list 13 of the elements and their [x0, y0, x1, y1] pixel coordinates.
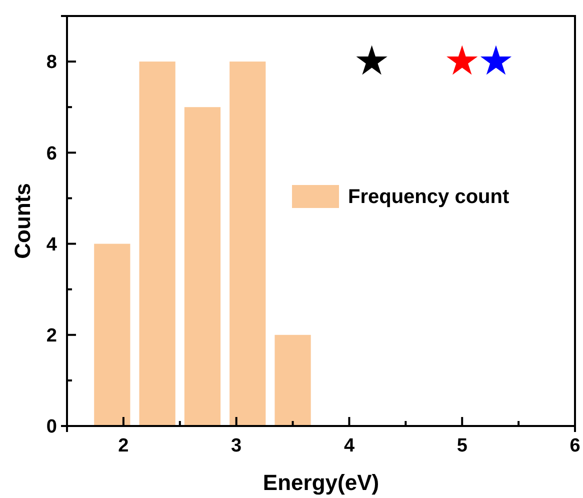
y-tick-label: 8 — [46, 52, 57, 74]
x-tick-label: 2 — [118, 435, 129, 456]
x-tick-label: 6 — [570, 435, 580, 456]
y-tick-label: 0 — [46, 416, 57, 438]
legend-label: Frequency count — [348, 186, 510, 208]
y-axis-title: Counts — [10, 183, 35, 259]
x-axis-title: Energy(eV) — [262, 470, 380, 495]
y-tick-label: 6 — [46, 143, 57, 164]
x-tick-label: 4 — [344, 435, 355, 456]
y-tick-label: 2 — [46, 326, 57, 347]
x-tick-label: 5 — [456, 435, 468, 456]
x-tick-label: 3 — [231, 435, 242, 456]
y-tick-label: 4 — [46, 234, 58, 256]
